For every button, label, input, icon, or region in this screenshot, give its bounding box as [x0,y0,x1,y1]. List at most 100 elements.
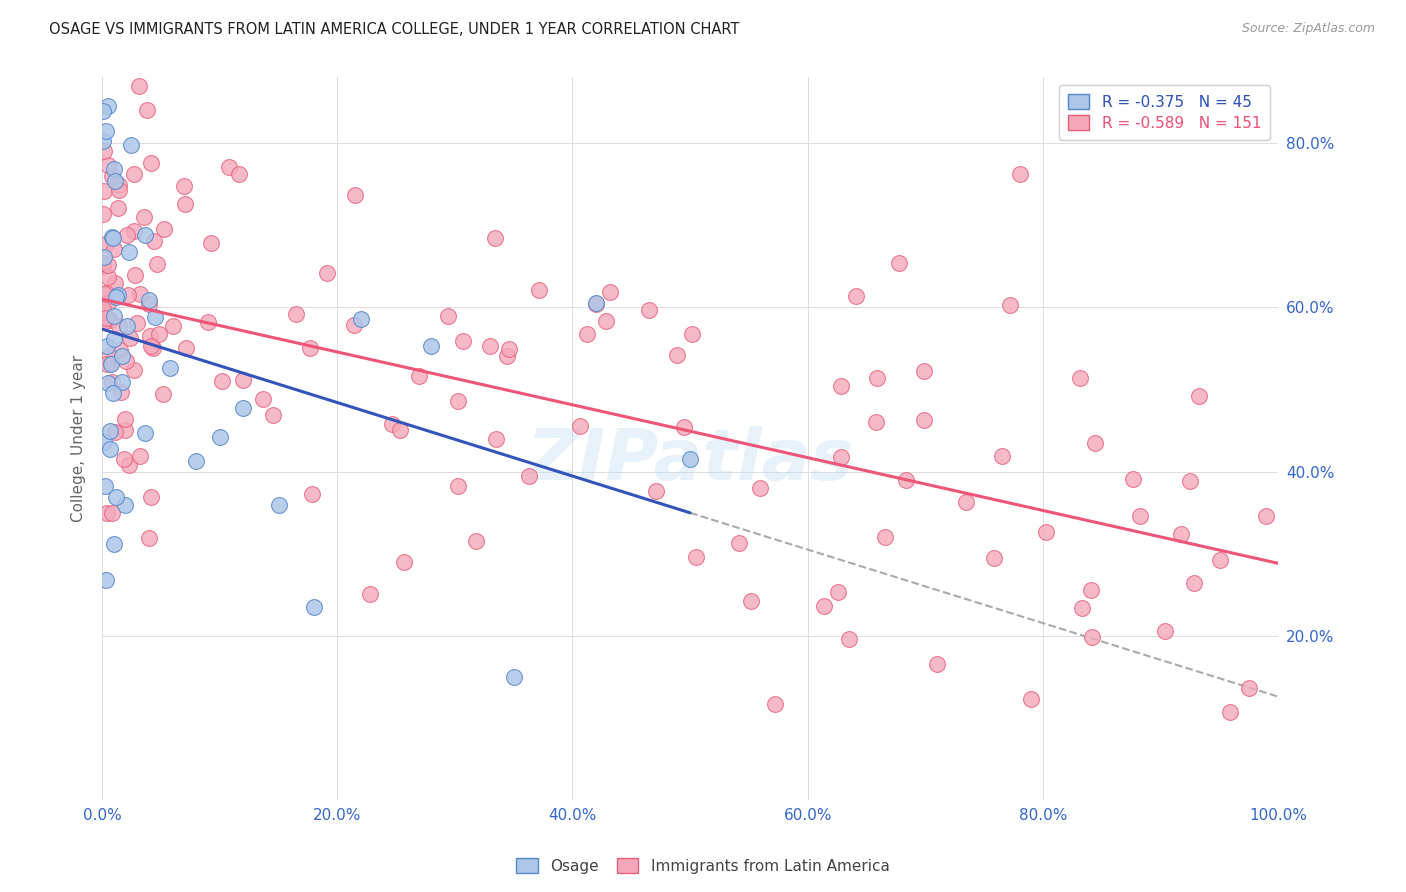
Point [1154,624,1177,639]
Point [127,316,149,330]
Point [998,298,1021,312]
Point [103,161,125,176]
Point [93,104,115,119]
Point [685,550,707,565]
Point [93,259,115,273]
Point [136,103,159,117]
Point [284,307,307,321]
Point [845,289,868,303]
Point [1122,472,1144,486]
Point [866,371,889,385]
Point [211,374,233,388]
Point [96,339,118,353]
Point [138,293,160,307]
Point [128,78,150,93]
Point [186,454,208,468]
Point [129,450,152,464]
Point [128,286,150,301]
Text: Source: ZipAtlas.com: Source: ZipAtlas.com [1241,22,1375,36]
Point [98,313,121,327]
Point [763,697,786,711]
Point [666,348,689,362]
Point [912,364,935,378]
Point [1254,508,1277,523]
Point [98,356,121,370]
Point [117,227,139,242]
Point [1209,553,1232,567]
Point [498,342,520,356]
Point [93,287,115,301]
Point [114,353,136,368]
Point [108,183,131,197]
Point [103,243,125,257]
Point [1170,527,1192,541]
Point [873,530,896,544]
Point [103,309,125,323]
Point [595,313,617,327]
Point [122,224,145,238]
Point [465,533,488,548]
Point [1084,435,1107,450]
Point [174,342,197,356]
Point [104,174,127,188]
Point [350,311,373,326]
Point [152,387,174,401]
Point [1081,630,1104,644]
Point [927,657,949,672]
Point [104,276,127,290]
Point [122,363,145,377]
Point [124,268,146,282]
Point [838,632,860,646]
Point [1019,691,1042,706]
Point [124,167,146,181]
Point [740,593,762,607]
Point [262,409,284,423]
Point [93,134,115,148]
Point [529,283,551,297]
Point [134,425,156,440]
Point [97,158,120,172]
Point [394,555,416,569]
Point [1219,705,1241,719]
Point [991,449,1014,463]
Point [100,169,122,184]
Point [96,357,118,371]
Point [1008,167,1031,181]
Point [813,599,835,614]
Point [101,506,124,520]
Point [673,420,696,434]
Point [107,202,129,216]
Point [117,288,139,302]
Point [381,417,404,431]
Point [388,423,411,437]
Point [644,484,666,499]
Point [1035,525,1057,540]
Point [1182,575,1205,590]
Point [97,99,120,113]
Point [827,585,849,599]
Point [143,310,166,324]
Point [267,498,290,512]
Point [208,430,231,444]
Point [107,178,129,193]
Point [101,231,124,245]
Point [112,452,135,467]
Point [983,550,1005,565]
Point [148,326,170,341]
Point [114,411,136,425]
Point [728,536,751,550]
Y-axis label: College, Under 1 year: College, Under 1 year [72,355,86,523]
Point [93,479,115,493]
Point [93,206,115,220]
Point [681,326,703,341]
Point [98,442,121,456]
Point [93,315,115,329]
Point [96,506,118,520]
Legend: R = -0.375   N = 45, R = -0.589   N = 151: R = -0.375 N = 45, R = -0.589 N = 151 [1059,85,1270,140]
Point [138,297,160,311]
Point [585,295,607,310]
Point [93,301,115,316]
Point [100,375,122,389]
Point [120,138,142,153]
Point [484,230,506,244]
